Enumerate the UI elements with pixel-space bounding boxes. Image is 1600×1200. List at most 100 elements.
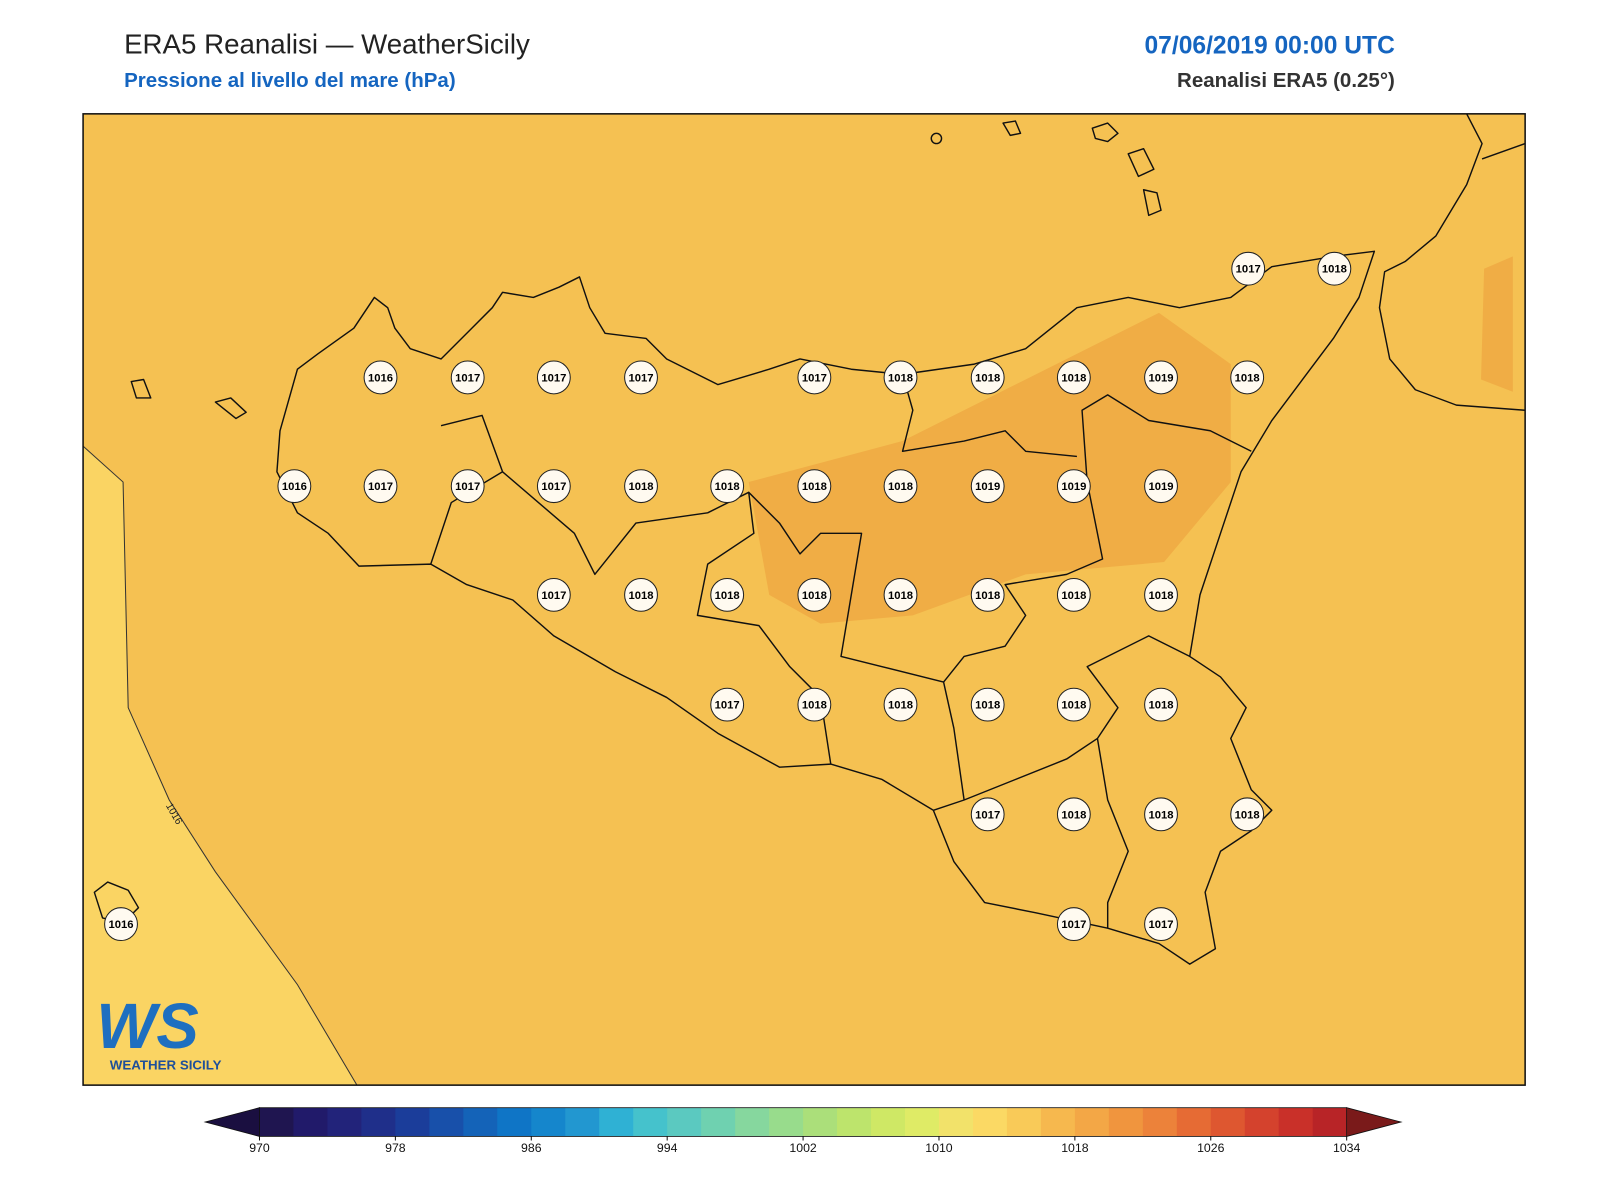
- station-marker: [710, 577, 745, 612]
- colorbar-bin: [327, 1107, 362, 1137]
- station-marker: [450, 360, 485, 395]
- coastline: [276, 250, 1376, 965]
- station-marker: [797, 577, 832, 612]
- station-value: 1018: [1235, 809, 1260, 821]
- colorbar-bin: [667, 1107, 702, 1137]
- station-value: 1018: [975, 700, 1000, 712]
- station-marker: [1230, 360, 1265, 395]
- colorbar-bin: [1074, 1107, 1110, 1137]
- colorbar-bin: [871, 1107, 906, 1137]
- station-value: 1016: [108, 919, 133, 931]
- station-value: 1019: [975, 481, 1000, 493]
- station-value: 1016: [282, 481, 307, 493]
- station-value: 1018: [1235, 372, 1260, 384]
- station-marker: [1056, 360, 1091, 395]
- station-value: 1018: [1148, 809, 1173, 821]
- colorbar-bin: [938, 1107, 974, 1137]
- station-marker: [536, 469, 571, 504]
- station-value: 1017: [1061, 919, 1086, 931]
- station-value: 1018: [802, 700, 827, 712]
- station-marker: [1056, 469, 1091, 504]
- colorbar-bin: [972, 1107, 1008, 1137]
- station-value: 1016: [368, 372, 393, 384]
- colorbar-bin: [599, 1107, 634, 1137]
- station-marker: [277, 469, 312, 504]
- station-marker: [624, 577, 658, 612]
- station-value: 1018: [888, 700, 913, 712]
- colorbar-bin: [1006, 1107, 1042, 1137]
- station-marker: [797, 687, 832, 722]
- colorbar-bin: [769, 1107, 804, 1137]
- logo-name: WEATHER SICILY: [110, 1058, 222, 1073]
- colorbar-tick-label: 1010: [925, 1141, 953, 1155]
- station-marker: [1317, 251, 1352, 286]
- colorbar-bin: [633, 1107, 668, 1137]
- subtitle: Pressione al livello del mare (hPa): [124, 69, 456, 92]
- colorbar-bin: [1278, 1107, 1314, 1137]
- station-value: 1018: [888, 372, 913, 384]
- colorbar-tick-label: 970: [249, 1141, 270, 1155]
- station-marker: [710, 469, 745, 504]
- colorbar-bin: [1108, 1107, 1144, 1137]
- station-value: 1017: [541, 481, 566, 493]
- colorbar-bin: [905, 1107, 940, 1137]
- station-marker: [536, 360, 571, 395]
- pressure-zone: [748, 312, 1231, 624]
- station-value: 1018: [1061, 700, 1086, 712]
- station-marker: [363, 360, 398, 395]
- colorbar-bin: [735, 1107, 770, 1137]
- pressure-zone: [83, 446, 357, 1086]
- colorbar-bin: [1142, 1107, 1178, 1137]
- station-value: 1018: [1061, 809, 1086, 821]
- station-marker: [1056, 797, 1091, 832]
- station-marker: [1144, 797, 1178, 832]
- logo-mark: WS: [96, 991, 198, 1062]
- station-marker: [1230, 797, 1265, 832]
- region-borders: [430, 374, 1252, 929]
- station-value: 1018: [975, 590, 1000, 602]
- pressure-zone: [1481, 256, 1513, 392]
- station-value: 1017: [802, 372, 827, 384]
- station-marker: [1144, 687, 1178, 722]
- station-value: 1019: [1061, 481, 1086, 493]
- colorbar-tick-label: 1034: [1333, 1141, 1361, 1155]
- station-value: 1018: [715, 590, 740, 602]
- station-marker: [1144, 577, 1178, 612]
- station-marker: [1144, 469, 1178, 504]
- colorbar-bin: [259, 1107, 294, 1137]
- colorbar-bin: [1244, 1107, 1280, 1137]
- colorbar-bin: [803, 1107, 838, 1137]
- station-marker: [1231, 251, 1266, 286]
- station-value: 1019: [1148, 372, 1173, 384]
- station-marker: [1144, 360, 1178, 395]
- colorbar-bin: [293, 1107, 328, 1137]
- title: ERA5 Reanalisi — WeatherSicily: [124, 28, 530, 59]
- logo: WS WEATHER SICILY: [96, 991, 221, 1073]
- station-marker: [624, 360, 658, 395]
- station-marker: [536, 577, 571, 612]
- colorbar-bin: [361, 1107, 396, 1137]
- station-value: 1018: [888, 481, 913, 493]
- station-marker: [450, 469, 485, 504]
- station-value: 1018: [715, 481, 740, 493]
- colorbar-bin: [565, 1107, 600, 1137]
- station-value: 1018: [1148, 700, 1173, 712]
- station-value: 1017: [541, 372, 566, 384]
- colorbar-bin: [1040, 1107, 1076, 1137]
- colorbar-tick-label: 1026: [1197, 1141, 1225, 1155]
- colorbar-extend-max: [1346, 1107, 1403, 1137]
- station-marker: [104, 907, 138, 942]
- station-marker: [1056, 577, 1091, 612]
- stations: 1017 1018 1016 1017 1017 1017 1017 1018 1018 1018…: [104, 251, 1352, 942]
- station-marker: [624, 469, 658, 504]
- colorbar-bin: [1176, 1107, 1212, 1137]
- colorbar-bin: [497, 1107, 532, 1137]
- isobar: [82, 445, 358, 1086]
- colorbar-bin: [395, 1107, 430, 1137]
- colorbar-bin: [429, 1107, 464, 1137]
- islands: [93, 120, 1162, 924]
- colorbar-tick-label: 994: [657, 1141, 678, 1155]
- source: Reanalisi ERA5 (0.25°): [1177, 69, 1395, 92]
- colorbar-bin: [1312, 1107, 1348, 1137]
- colorbar-bin: [1210, 1107, 1246, 1137]
